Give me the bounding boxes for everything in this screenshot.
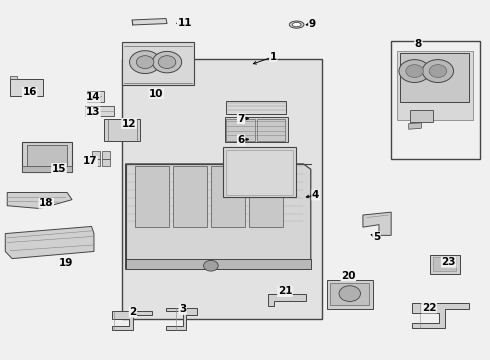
Bar: [400, 53, 469, 103]
Bar: [257, 119, 285, 141]
Circle shape: [136, 56, 154, 68]
Polygon shape: [85, 106, 115, 116]
Text: 13: 13: [86, 107, 100, 117]
Polygon shape: [363, 212, 391, 235]
Polygon shape: [22, 166, 72, 172]
Bar: [330, 283, 369, 305]
Text: 6: 6: [238, 135, 245, 145]
Polygon shape: [132, 18, 167, 25]
Bar: [10, 79, 43, 96]
Polygon shape: [112, 311, 152, 330]
Bar: [211, 166, 245, 227]
Text: 18: 18: [39, 198, 53, 208]
Circle shape: [203, 260, 218, 271]
Polygon shape: [125, 164, 311, 269]
Text: 1: 1: [270, 52, 277, 62]
Text: 23: 23: [441, 257, 456, 267]
Bar: [224, 117, 288, 143]
Text: 20: 20: [341, 271, 356, 281]
Circle shape: [129, 51, 161, 73]
Bar: [223, 147, 296, 197]
Ellipse shape: [292, 22, 301, 27]
Text: 12: 12: [122, 118, 136, 129]
Bar: [430, 255, 460, 274]
Bar: [226, 119, 255, 141]
Bar: [391, 41, 480, 158]
Circle shape: [406, 64, 423, 77]
Polygon shape: [87, 91, 104, 102]
Bar: [122, 42, 195, 85]
Polygon shape: [412, 303, 469, 328]
Bar: [92, 151, 100, 158]
Circle shape: [158, 56, 176, 68]
Polygon shape: [7, 193, 72, 208]
Bar: [104, 119, 140, 141]
Bar: [102, 159, 110, 166]
Bar: [173, 166, 207, 227]
Text: 11: 11: [177, 18, 192, 28]
Circle shape: [399, 60, 430, 82]
Circle shape: [152, 51, 182, 73]
Bar: [92, 159, 100, 166]
Bar: [135, 166, 170, 227]
Polygon shape: [22, 143, 72, 172]
Ellipse shape: [289, 21, 304, 28]
Text: 5: 5: [373, 232, 380, 242]
Text: 15: 15: [51, 163, 66, 174]
Text: 4: 4: [312, 190, 319, 200]
Bar: [327, 280, 373, 309]
Polygon shape: [10, 76, 17, 79]
Bar: [397, 51, 472, 120]
Text: 16: 16: [23, 87, 37, 98]
Text: 2: 2: [129, 307, 137, 317]
Bar: [433, 257, 457, 271]
Polygon shape: [125, 258, 311, 269]
Bar: [410, 111, 433, 122]
Bar: [226, 150, 293, 195]
Circle shape: [429, 64, 447, 77]
Circle shape: [339, 286, 361, 301]
Polygon shape: [409, 123, 421, 129]
Bar: [122, 59, 322, 319]
Text: 7: 7: [238, 113, 245, 123]
Circle shape: [422, 60, 454, 82]
Text: 8: 8: [415, 39, 422, 49]
Text: 14: 14: [86, 92, 100, 102]
Text: 19: 19: [58, 258, 73, 268]
Text: 3: 3: [179, 304, 186, 314]
Polygon shape: [5, 226, 94, 258]
Bar: [225, 101, 287, 114]
Bar: [102, 151, 110, 158]
Text: 22: 22: [422, 303, 437, 313]
Polygon shape: [269, 294, 306, 306]
Text: 10: 10: [149, 89, 164, 99]
Polygon shape: [27, 145, 67, 169]
Text: 21: 21: [278, 287, 292, 296]
Bar: [249, 166, 284, 227]
Text: 17: 17: [83, 157, 98, 166]
Polygon shape: [166, 308, 197, 330]
Text: 9: 9: [309, 18, 316, 28]
